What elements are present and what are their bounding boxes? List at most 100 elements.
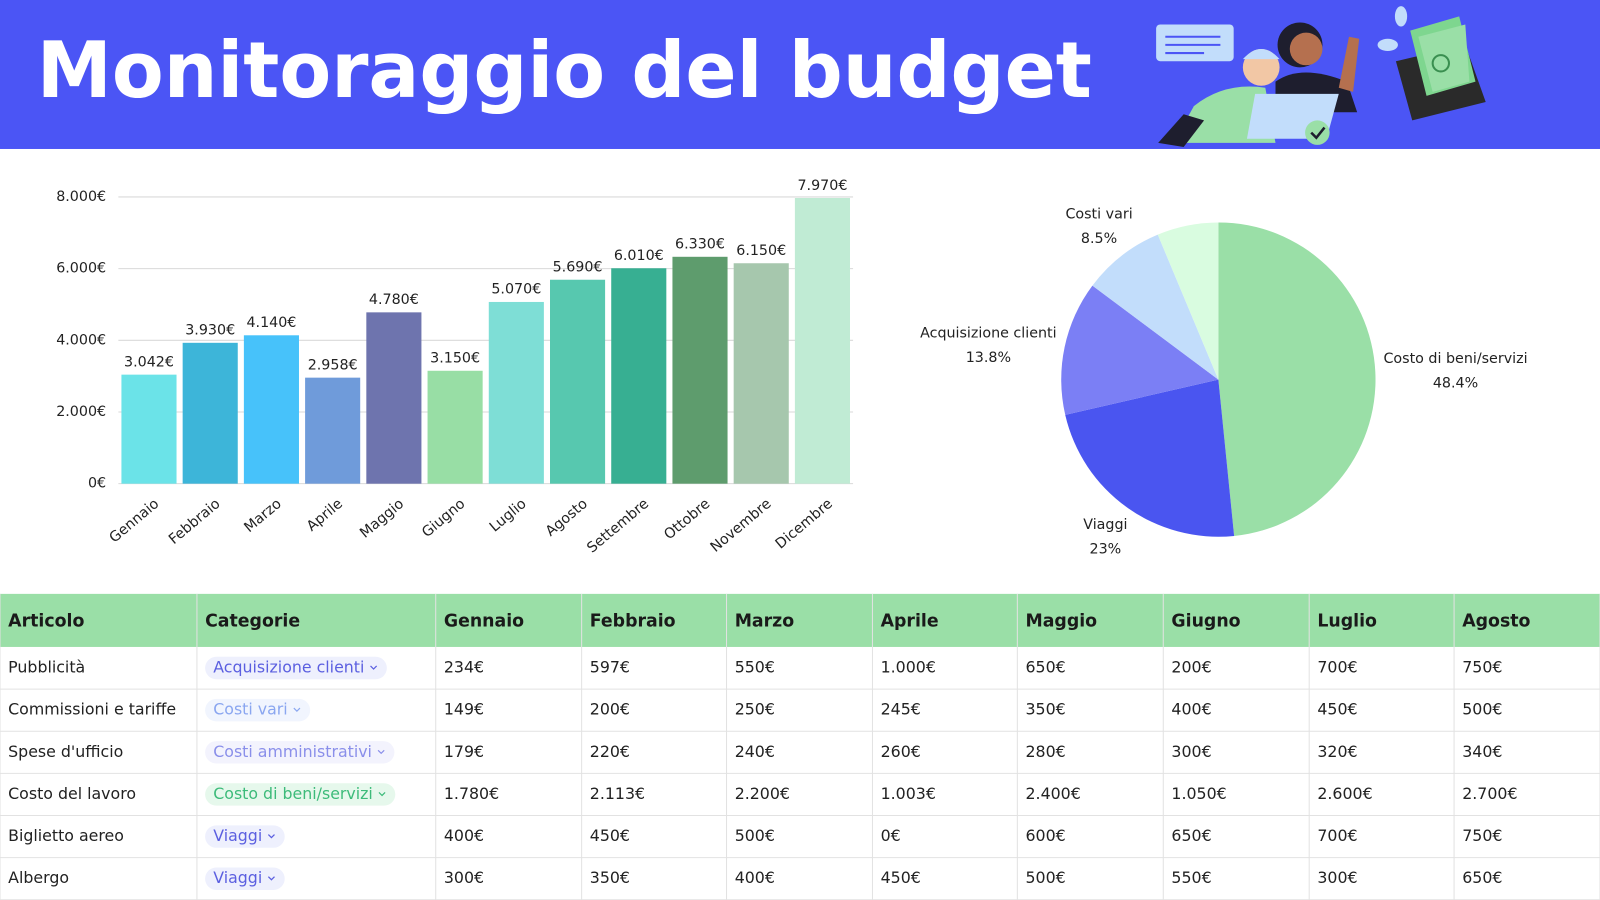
value-label: 2.958€ xyxy=(308,357,358,373)
column-header: Giugno xyxy=(1171,611,1240,631)
x-tick-label: Maggio xyxy=(357,496,407,542)
bar xyxy=(182,342,238,484)
category-tag-label: Acquisizione clienti xyxy=(213,658,364,677)
category-tag[interactable] xyxy=(205,825,285,848)
table-cell: 300€ xyxy=(1171,742,1211,761)
column-header: Aprile xyxy=(881,611,939,631)
bar xyxy=(366,312,422,484)
x-tick-label: Ottobre xyxy=(661,496,713,543)
category-tag-label: Viaggi xyxy=(213,868,262,887)
table-cell: 750€ xyxy=(1462,658,1502,677)
bar xyxy=(611,268,667,484)
table-cell: 597€ xyxy=(590,658,630,677)
table-cell: 350€ xyxy=(590,868,630,887)
category-tag[interactable] xyxy=(205,698,311,722)
column-header: Categorie xyxy=(205,611,300,631)
x-tick-label: Agosto xyxy=(543,496,591,540)
table-header-row xyxy=(0,593,1600,647)
slice-percent: 48.4% xyxy=(1433,376,1478,392)
value-label: 3.930€ xyxy=(185,323,235,339)
bar xyxy=(243,335,299,484)
table-cell: 450€ xyxy=(1317,700,1357,719)
category-tag[interactable] xyxy=(205,656,387,680)
table-cell: 300€ xyxy=(444,868,484,887)
table-cell: 400€ xyxy=(444,826,484,845)
table-cell: 350€ xyxy=(1026,700,1066,719)
dropdown-chevron xyxy=(377,749,385,755)
dropdown-chevron xyxy=(370,665,378,670)
category-tag-label: Costi amministrativi xyxy=(213,742,372,761)
table-cell: 234€ xyxy=(444,658,484,677)
table-cell: 500€ xyxy=(735,826,775,845)
slice-label: Costi vari 8.5% xyxy=(1065,207,1132,247)
slice-percent: 23% xyxy=(1090,541,1122,557)
table-cell: 650€ xyxy=(1026,658,1066,677)
bar xyxy=(488,301,544,484)
pie-slice xyxy=(1092,234,1219,380)
category-tag[interactable] xyxy=(205,867,285,890)
table-cell: 700€ xyxy=(1317,658,1357,677)
x-tick-label: Marzo xyxy=(241,496,284,536)
value-label: 6.330€ xyxy=(675,237,725,253)
column-header: Febbraio xyxy=(590,611,676,631)
table-cell: Albergo xyxy=(8,868,69,887)
pie-slice xyxy=(1218,222,1376,536)
table-cell: 450€ xyxy=(881,868,921,887)
table-cell: 550€ xyxy=(735,658,775,677)
table-cell: 300€ xyxy=(1317,868,1357,887)
column-header: Maggio xyxy=(1026,611,1098,631)
table-cell: 1.003€ xyxy=(881,784,936,803)
table-cell: 2.400€ xyxy=(1026,784,1081,803)
category-tag[interactable] xyxy=(205,741,395,764)
table: Articolo Categorie Gennaio Febbraio Marzo Apr… xyxy=(0,593,1600,900)
table-cell: Pubblicità xyxy=(8,658,85,677)
slice-percent: 8.5% xyxy=(1081,231,1117,247)
y-tick-label: 6.000€ xyxy=(56,261,106,277)
category-tag-label: Costi vari xyxy=(213,700,287,719)
table-cell: 200€ xyxy=(590,700,630,719)
table-cell: Spese d'ufficio xyxy=(8,742,123,761)
slice-label: Viaggi 23% xyxy=(1083,517,1127,557)
slice-label: Acquisizione clienti 13.8% xyxy=(920,325,1057,365)
x-tick-label: Novembre xyxy=(708,496,775,556)
slice-name: Acquisizione clienti xyxy=(920,325,1057,341)
table-cell: 200€ xyxy=(1171,658,1211,677)
y-tick-label: 8.000€ xyxy=(56,189,106,205)
table-cell: 450€ xyxy=(590,826,630,845)
bar xyxy=(550,279,606,484)
table-cell: 650€ xyxy=(1462,868,1502,887)
pie-slice xyxy=(1061,285,1219,415)
y-tick-label: 4.000€ xyxy=(56,332,106,348)
charts: 0€ 2.000€ 4.000€ 6.000€ 8.000€ 3.042€ Gennaio 3… xyxy=(56,178,1527,558)
table-cell: 280€ xyxy=(1026,742,1066,761)
table-cell: 1.000€ xyxy=(881,658,936,677)
value-label: 6.150€ xyxy=(736,243,786,259)
column-header: Gennaio xyxy=(444,611,524,631)
x-tick-label: Febbraio xyxy=(166,496,223,548)
category-tag-label: Costo di beni/servizi xyxy=(213,784,373,803)
slice-name: Costo di beni/servizi xyxy=(1383,351,1527,367)
column-header: Marzo xyxy=(735,611,795,631)
page-title: Monitoraggio del budget xyxy=(37,26,1092,116)
column-header: Agosto xyxy=(1462,611,1530,631)
table-cell: Commissioni e tariffe xyxy=(8,700,176,719)
dropdown-chevron xyxy=(267,834,275,839)
table-cell: 400€ xyxy=(1171,700,1211,719)
bar xyxy=(427,370,483,484)
slice-percent: 13.8% xyxy=(966,350,1011,366)
bar xyxy=(794,198,850,484)
x-tick-label: Gennaio xyxy=(107,496,163,546)
table-cell: 250€ xyxy=(735,700,775,719)
category-tag[interactable] xyxy=(205,783,396,806)
x-tick-label: Settembre xyxy=(584,496,652,557)
dropdown-chevron xyxy=(378,791,386,797)
table-cell: Biglietto aereo xyxy=(8,826,124,845)
table-cell: 500€ xyxy=(1026,868,1066,887)
x-tick-label: Luglio xyxy=(487,496,530,536)
table-cell: 2.113€ xyxy=(590,784,645,803)
slice-name: Costi vari xyxy=(1065,207,1132,223)
table-cell: 1.050€ xyxy=(1171,784,1226,803)
table-cell: 240€ xyxy=(735,742,775,761)
table-cell: 1.780€ xyxy=(444,784,499,803)
